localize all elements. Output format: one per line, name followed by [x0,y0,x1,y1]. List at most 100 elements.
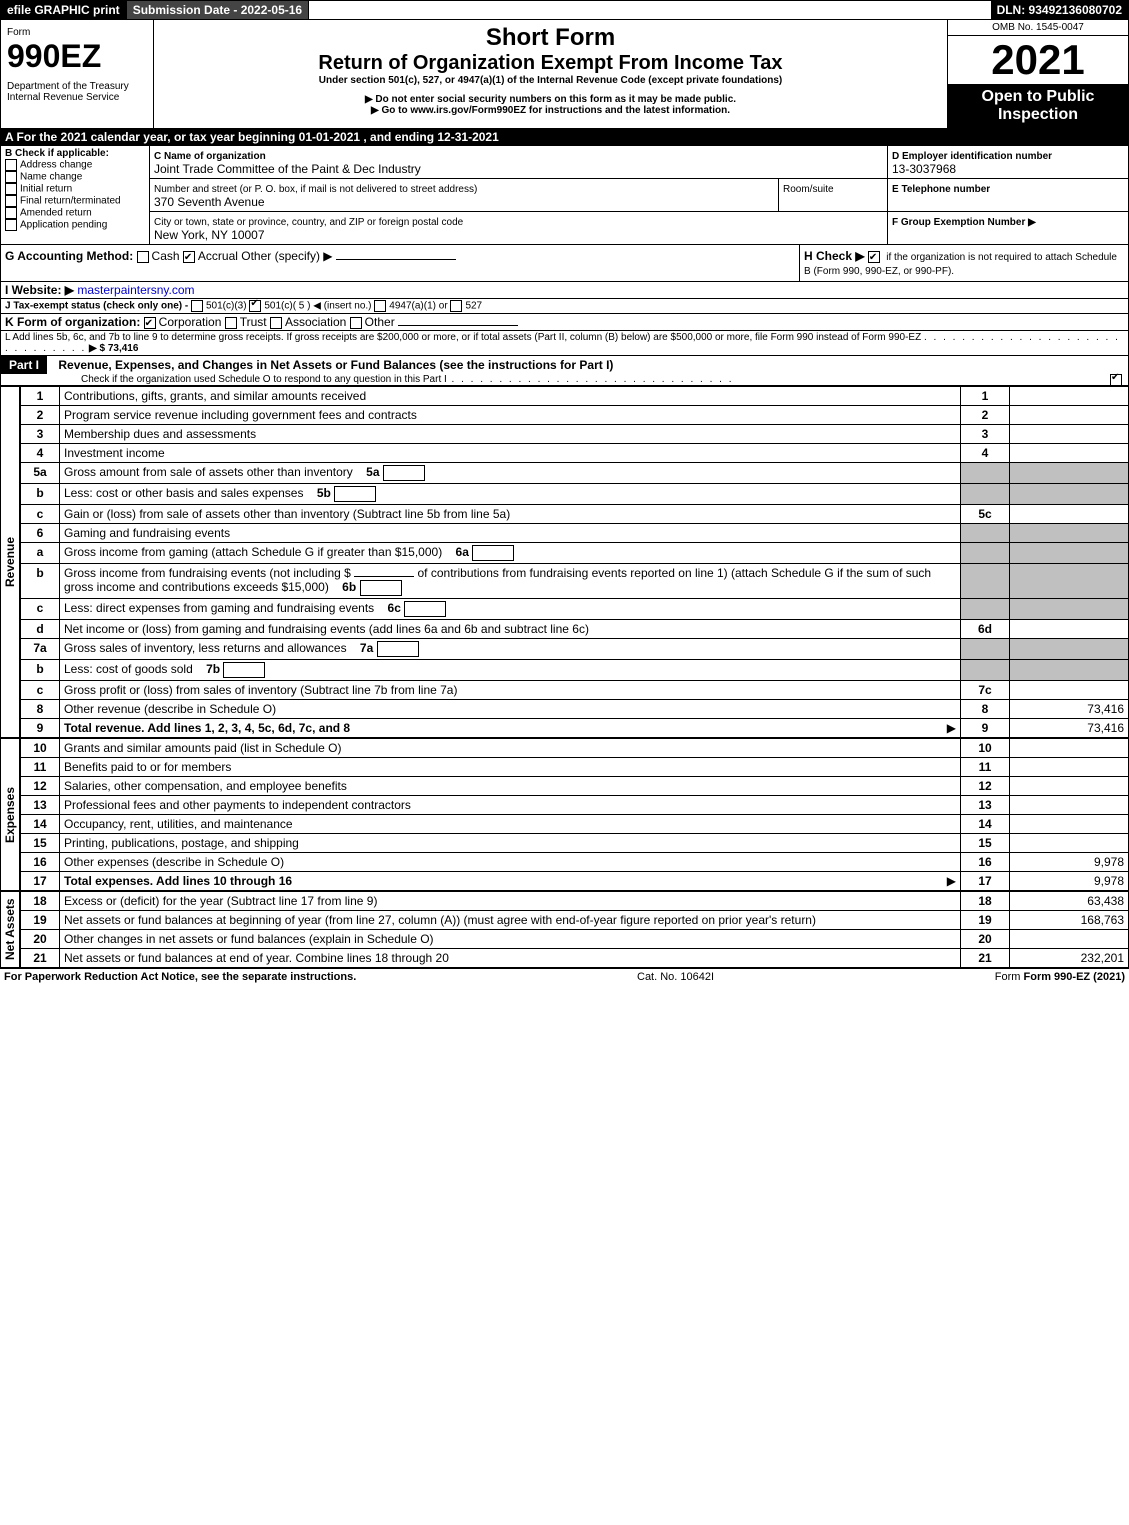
ein-value: 13-3037968 [892,162,956,176]
section-b-label: B Check if applicable: [5,148,145,159]
dln: DLN: 93492136080702 [991,1,1128,19]
other-org-input[interactable] [398,325,518,326]
line-11-amount [1010,758,1129,777]
checkbox-name-change[interactable] [5,171,17,183]
line-10-amount [1010,739,1129,758]
page-footer: For Paperwork Reduction Act Notice, see … [0,968,1129,985]
line-19-amount: 168,763 [1010,911,1129,930]
line-17-amount: 9,978 [1010,872,1129,891]
line-9-amount: 73,416 [1010,719,1129,738]
line-9-text: Total revenue. Add lines 1, 2, 3, 4, 5c,… [64,721,350,735]
line-3-amount [1010,425,1129,444]
checkbox-amended-return[interactable] [5,207,17,219]
line-2-text: Program service revenue including govern… [60,406,961,425]
e-phone-label: E Telephone number [892,184,990,195]
line-5a-text: Gross amount from sale of assets other t… [64,465,353,479]
l-gross-receipts-text: L Add lines 5b, 6c, and 7b to line 9 to … [5,332,921,343]
line-8-text: Other revenue (describe in Schedule O) [60,700,961,719]
line-13-text: Professional fees and other payments to … [60,796,961,815]
line-6b-contrib-input[interactable] [354,576,414,577]
line-10-text: Grants and similar amounts paid (list in… [60,739,961,758]
line-5b-text: Less: cost or other basis and sales expe… [64,486,303,500]
line-5c-text: Gain or (loss) from sale of assets other… [60,505,961,524]
checkbox-501c3[interactable] [191,300,203,312]
omb-number: OMB No. 1545-0047 [948,20,1128,36]
main-title: Return of Organization Exempt From Incom… [158,52,943,75]
checkbox-501c[interactable] [249,300,261,312]
line-1-text: Contributions, gifts, grants, and simila… [60,387,961,406]
open-public-inspection: Open to Public Inspection [948,84,1128,128]
checkbox-accrual[interactable] [183,251,195,263]
line-6b-text1: Gross income from fundraising events (no… [64,566,351,580]
line-7a-subamount[interactable] [377,641,419,657]
g-accounting-label: G Accounting Method: [5,249,133,263]
catalog-number: Cat. No. 10642I [637,971,714,983]
street-address: 370 Seventh Avenue [154,195,265,209]
line-15-amount [1010,834,1129,853]
line-6c-subamount[interactable] [404,601,446,617]
city-state-zip: New York, NY 10007 [154,228,265,242]
line-6d-amount [1010,620,1129,639]
city-label: City or town, state or province, country… [154,217,463,228]
arrow-icon: ▶ [947,721,956,735]
line-5b-subamount[interactable] [334,486,376,502]
checkbox-corporation[interactable] [144,317,156,329]
form-label: Form [7,27,30,38]
j-tax-exempt-label: J Tax-exempt status (check only one) - [5,301,188,312]
checkbox-application-pending[interactable] [5,219,17,231]
line-16-amount: 9,978 [1010,853,1129,872]
line-7c-text: Gross profit or (loss) from sales of inv… [60,681,961,700]
submission-date: Submission Date - 2022-05-16 [127,1,309,19]
line-14-text: Occupancy, rent, utilities, and maintena… [60,815,961,834]
line-12-text: Salaries, other compensation, and employ… [60,777,961,796]
line-7b-text: Less: cost of goods sold [64,662,193,676]
line-16-text: Other expenses (describe in Schedule O) [60,853,961,872]
street-label: Number and street (or P. O. box, if mail… [154,184,477,195]
line-5a-subamount[interactable] [383,465,425,481]
line-7b-subamount[interactable] [223,662,265,678]
line-6b-subamount[interactable] [360,580,402,596]
website-link[interactable]: masterpaintersny.com [77,283,194,297]
efile-label[interactable]: efile GRAPHIC print [1,1,127,19]
checkbox-trust[interactable] [225,317,237,329]
line-21-text: Net assets or fund balances at end of ye… [60,949,961,968]
line-17-text: Total expenses. Add lines 10 through 16 [64,874,292,888]
line-1-amount [1010,387,1129,406]
part-1-title: Revenue, Expenses, and Changes in Net As… [50,358,613,372]
line-6-text: Gaming and fundraising events [60,524,961,543]
short-form-title: Short Form [158,24,943,52]
checkbox-schedule-b[interactable] [868,251,880,263]
checkbox-527[interactable] [450,300,462,312]
checkbox-4947a1[interactable] [374,300,386,312]
org-name: Joint Trade Committee of the Paint & Dec… [154,162,421,176]
line-14-amount [1010,815,1129,834]
dept-treasury: Department of the Treasury [7,81,147,92]
line-6d-text: Net income or (loss) from gaming and fun… [60,620,961,639]
other-specify-input[interactable] [336,259,456,260]
subtitle: Under section 501(c), 527, or 4947(a)(1)… [158,75,943,86]
top-bar: efile GRAPHIC print Submission Date - 20… [0,0,1129,20]
checkbox-address-change[interactable] [5,159,17,171]
revenue-section-label: Revenue [0,386,20,738]
h-label: H Check ▶ [804,249,868,263]
goto-link[interactable]: ▶ Go to www.irs.gov/Form990EZ for instru… [158,105,943,116]
line-12-amount [1010,777,1129,796]
part-1-label: Part I [1,356,47,374]
revenue-table: 1Contributions, gifts, grants, and simil… [20,386,1129,738]
line-18-amount: 63,438 [1010,892,1129,911]
checkbox-schedule-o-part1[interactable] [1110,374,1122,386]
line-15-text: Printing, publications, postage, and shi… [60,834,961,853]
line-20-text: Other changes in net assets or fund bala… [60,930,961,949]
line-7a-text: Gross sales of inventory, less returns a… [64,641,347,655]
line-2-amount [1010,406,1129,425]
checkbox-cash[interactable] [137,251,149,263]
checkbox-association[interactable] [270,317,282,329]
i-website-label: I Website: ▶ [5,283,74,297]
line-6a-subamount[interactable] [472,545,514,561]
line-20-amount [1010,930,1129,949]
checkbox-final-return[interactable] [5,195,17,207]
checkbox-other-org[interactable] [350,317,362,329]
net-assets-section-label: Net Assets [0,891,20,968]
net-assets-table: 18Excess or (deficit) for the year (Subt… [20,891,1129,968]
checkbox-initial-return[interactable] [5,183,17,195]
